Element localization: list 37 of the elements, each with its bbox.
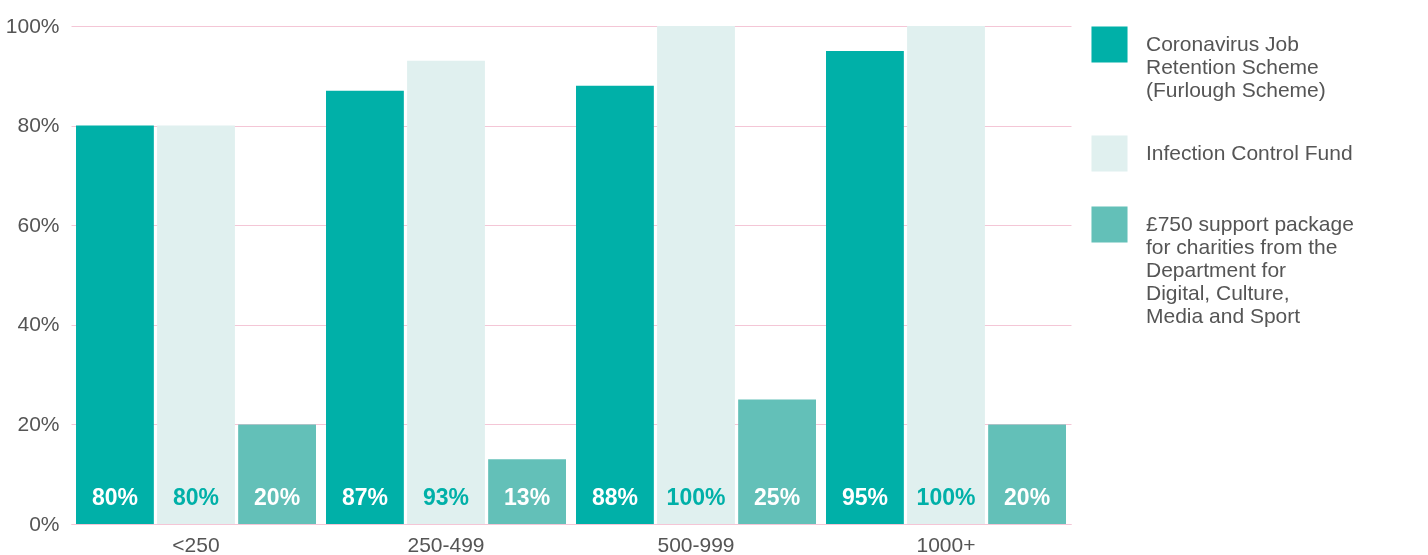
bar <box>488 459 566 524</box>
data-label: 80% <box>91 484 138 510</box>
bar <box>76 125 154 524</box>
bar <box>657 26 735 524</box>
data-label: 88% <box>591 484 638 510</box>
data-label: 20% <box>1004 484 1051 510</box>
y-tick-label: 60% <box>17 212 60 236</box>
bar <box>576 85 654 524</box>
bar <box>826 50 904 524</box>
x-tick-label: 250-499 <box>407 532 485 555</box>
legend-label: Infection Control Fund <box>1146 140 1353 164</box>
y-tick-label: 20% <box>17 411 60 435</box>
legend-label: Coronavirus Job Retention Scheme (Furlough Scheme) <box>1146 31 1326 101</box>
data-label: 100% <box>666 484 726 510</box>
x-tick-label: 1000+ <box>916 532 976 555</box>
bar <box>326 90 404 524</box>
data-label: 95% <box>841 484 888 510</box>
data-label: 93% <box>422 484 470 510</box>
data-label: 20% <box>254 484 301 510</box>
data-label: 25% <box>754 484 801 510</box>
y-tick-label: 40% <box>17 312 60 336</box>
data-label: 80% <box>172 484 220 510</box>
x-tick-label: <250 <box>172 532 220 555</box>
legend-label: £750 support package for charities from the Department for Digital, Culture, Media and Sport <box>1146 211 1354 327</box>
data-label: 100% <box>916 484 976 510</box>
bar <box>988 424 1066 524</box>
bar <box>157 125 235 524</box>
bar <box>238 424 316 524</box>
bar <box>738 399 816 524</box>
x-tick-label: 500-999 <box>657 532 735 555</box>
data-label: 13% <box>504 484 551 510</box>
data-label: 87% <box>341 484 388 510</box>
bar <box>407 60 485 524</box>
bar <box>907 26 985 524</box>
y-tick-label: 100% <box>5 13 60 37</box>
y-tick-label: 80% <box>17 113 60 137</box>
y-tick-label: 0% <box>29 511 60 535</box>
